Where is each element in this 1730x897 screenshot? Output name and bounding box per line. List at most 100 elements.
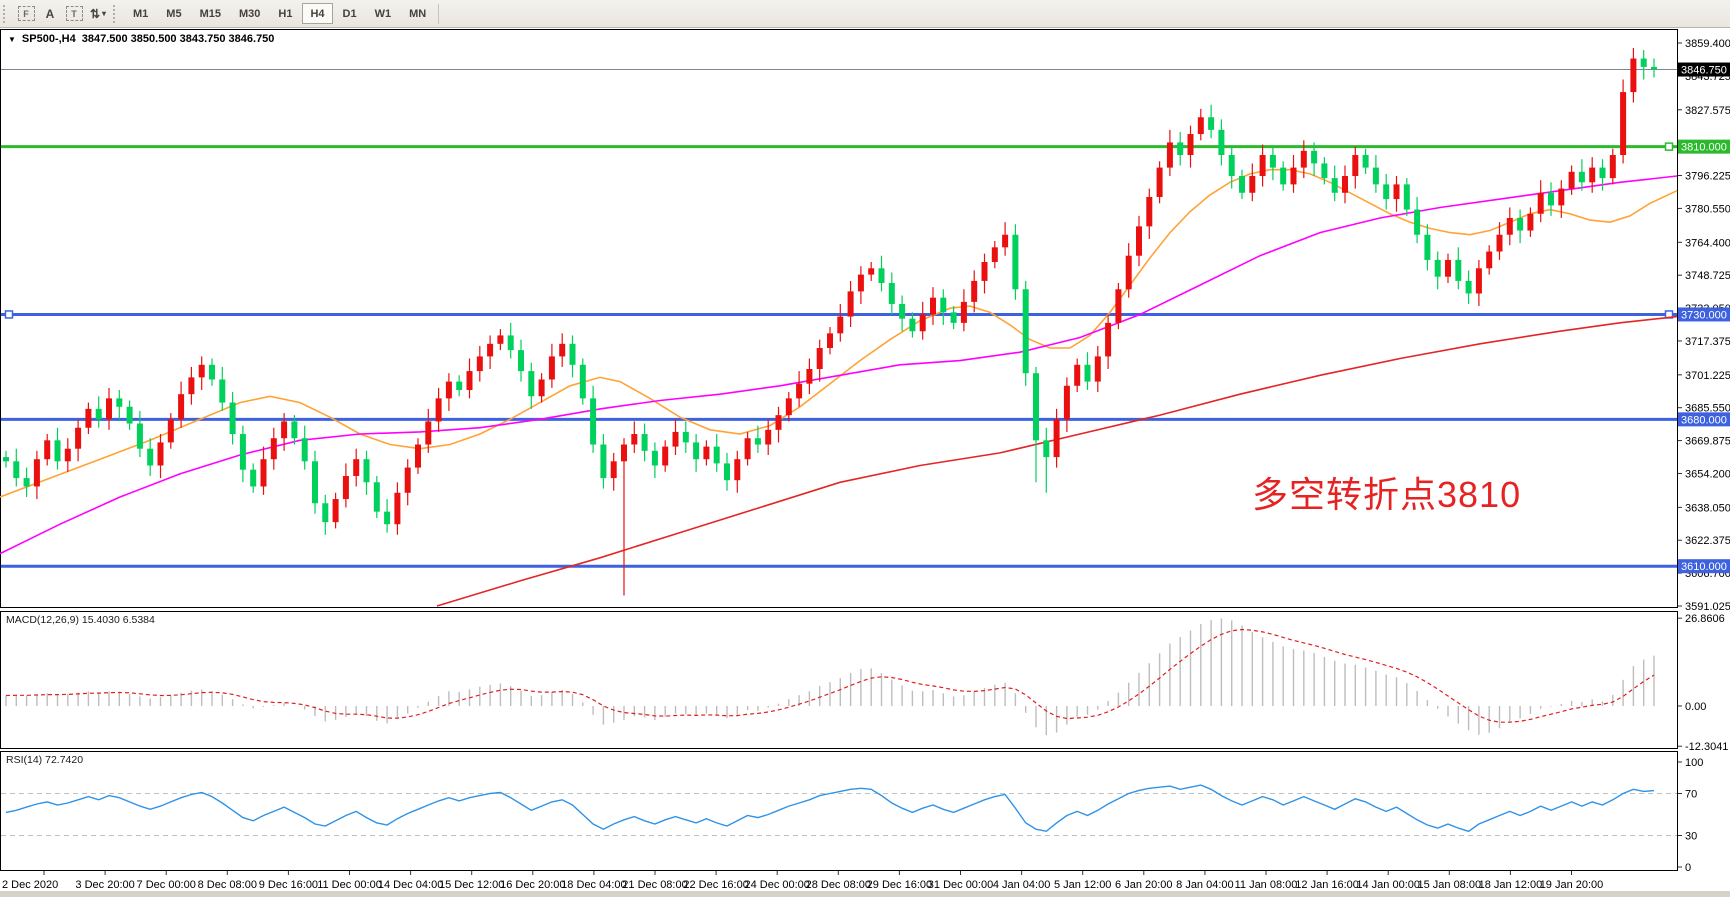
time-tick-label[interactable]: 24 Dec 00:00 <box>744 879 809 891</box>
price-tick-label: 3701.225 <box>1685 370 1730 382</box>
time-tick-label[interactable]: 4 Jan 04:00 <box>993 879 1051 891</box>
dropdown-caret-icon[interactable]: ▾ <box>102 9 107 18</box>
snap-grid-tool[interactable]: F <box>15 3 37 25</box>
time-tick-label[interactable]: 11 Jan 08:00 <box>1235 879 1298 891</box>
time-tick-label[interactable]: 14 Jan 00:00 <box>1356 879 1420 891</box>
price-tick-label: 3654.200 <box>1685 468 1730 480</box>
timeframe-button-h4[interactable]: H4 <box>302 3 333 24</box>
rsi-axis-label: 100 <box>1685 757 1703 769</box>
macd-pane[interactable] <box>0 611 1678 749</box>
toolbar: F A T ⇅ ▾ M1 M5 M15 M30 H1 H4 D1 W1 MN <box>0 0 1730 28</box>
price-axis-column <box>1678 28 1730 897</box>
rsi-indicator-label: RSI(14) 72.7420 <box>6 754 83 766</box>
timeframe-button-m1[interactable]: M1 <box>133 7 149 20</box>
rsi-axis-label: 70 <box>1685 789 1697 801</box>
text-box-tool[interactable]: T <box>63 3 85 25</box>
timeframe-button-m30[interactable]: M30 <box>238 7 261 20</box>
object-tools-group: F A T ⇅ ▾ <box>14 3 110 25</box>
time-tick-label[interactable]: 2 Dec 2020 <box>2 879 58 891</box>
time-tick-label[interactable]: 7 Dec 00:00 <box>137 879 196 891</box>
timeframe-button-m15[interactable]: M15 <box>199 7 221 20</box>
current-price-label: 3846.750 <box>1681 65 1727 77</box>
price-level-label: 3680.000 <box>1681 414 1727 426</box>
symbol-period-label: SP500-,H4 <box>21 33 76 45</box>
price-tick-label: 3591.025 <box>1685 601 1730 613</box>
toolbar-grip-icon[interactable] <box>113 4 120 23</box>
chart-title: ▼ SP500-,H4 3847.500 3850.500 3843.750 3… <box>8 33 274 45</box>
time-tick-label[interactable]: 18 Dec 04:00 <box>561 879 626 891</box>
price-tick-label: 3859.400 <box>1685 38 1730 50</box>
price-tick-label: 3796.225 <box>1685 171 1730 183</box>
rsi-pane[interactable] <box>0 751 1678 871</box>
time-tick-label[interactable]: 3 Dec 20:00 <box>75 879 134 891</box>
timeframe-button-m5[interactable]: M5 <box>166 7 182 20</box>
macd-values: 15.4030 6.5384 <box>81 614 155 626</box>
price-level-box-3810.000 <box>1678 139 1730 154</box>
time-tick-label[interactable]: 29 Dec 16:00 <box>867 879 932 891</box>
rsi-axis-label: 0 <box>1685 862 1691 874</box>
text-label-tool[interactable]: A <box>45 6 55 21</box>
price-level-box-3610.000 <box>1678 559 1730 574</box>
rsi-layer <box>1 784 1677 836</box>
time-tick-label[interactable]: 12 Jan 16:00 <box>1295 879 1359 891</box>
cycle-arrows-tool[interactable]: ⇅ ▾ <box>89 6 107 21</box>
time-tick-label[interactable]: 28 Dec 08:00 <box>806 879 871 891</box>
time-tick-label[interactable]: 8 Jan 04:00 <box>1176 879 1234 891</box>
timeframe-button-h1[interactable]: H1 <box>278 7 293 20</box>
macd-axis-label: -12.3041 <box>1685 741 1728 753</box>
time-tick-label[interactable]: 22 Dec 16:00 <box>683 879 748 891</box>
time-tick-label[interactable]: 18 Jan 12:00 <box>1479 879 1543 891</box>
time-tick-label[interactable]: 14 Dec 04:00 <box>378 879 443 891</box>
timeframe-button-d1[interactable]: D1 <box>342 7 357 20</box>
rsi-name: RSI(14) <box>6 754 43 766</box>
candles-layer <box>3 48 1657 596</box>
price-tick-label: 3780.550 <box>1685 203 1730 215</box>
hline-handle-right-3810.000[interactable] <box>1664 142 1674 151</box>
timeframe-button-w1[interactable]: W1 <box>374 7 392 20</box>
time-tick-label[interactable]: 8 Dec 08:00 <box>198 879 257 891</box>
timeframe-button-mn[interactable]: MN <box>409 7 427 20</box>
time-tick-label[interactable]: 16 Dec 20:00 <box>500 879 565 891</box>
chart-canvas[interactable]: 3859.4003843.7253827.5753796.2253780.550… <box>0 28 1730 897</box>
macd-axis-label: 0.00 <box>1685 701 1706 713</box>
macd-name: MACD(12,26,9) <box>6 614 79 626</box>
price-tick-label: 3748.725 <box>1685 270 1730 282</box>
time-axis: 2 Dec 2020 3 Dec 20:00 7 Dec 00:00 8 Dec 08… <box>2 871 1603 891</box>
current-price-box <box>1678 62 1730 77</box>
price-tick-label: 3685.550 <box>1685 403 1730 415</box>
time-tick-label[interactable]: 6 Jan 20:00 <box>1115 879 1173 891</box>
window-bottom-edge <box>0 891 1730 897</box>
time-tick-label[interactable]: 15 Dec 12:00 <box>439 879 504 891</box>
time-tick-label[interactable]: 15 Jan 08:00 <box>1417 879 1481 891</box>
time-tick-label[interactable]: 31 Dec 00:00 <box>928 879 993 891</box>
price-tick-label: 3827.575 <box>1685 105 1730 117</box>
macd-axis-label: 26.8606 <box>1685 613 1725 625</box>
price-level-label: 3610.000 <box>1681 561 1727 573</box>
price-level-box-3680.000 <box>1678 412 1730 427</box>
toolbar-grip-icon[interactable] <box>3 4 10 23</box>
hline-handle-left-3730.000[interactable] <box>4 310 14 319</box>
ohlc-values-label: 3847.500 3850.500 3843.750 3846.750 <box>81 33 275 45</box>
price-level-label: 3810.000 <box>1681 142 1727 154</box>
collapse-triangle-icon[interactable]: ▼ <box>8 34 16 44</box>
toolbar-separator <box>438 3 440 24</box>
price-tick-label: 3638.050 <box>1685 502 1730 514</box>
macd-layer <box>5 618 1655 736</box>
time-tick-label[interactable]: 19 Jan 20:00 <box>1540 879 1604 891</box>
text-annotation[interactable]: 多空转折点3810 <box>1252 474 1522 515</box>
time-tick-label[interactable]: 5 Jan 12:00 <box>1054 879 1112 891</box>
price-tick-label: 3622.375 <box>1685 535 1730 547</box>
price-level-label: 3730.000 <box>1681 309 1727 321</box>
price-tick-label: 3717.375 <box>1685 336 1730 348</box>
timeframe-buttons-group: M1 M5 M15 M30 H1 H4 D1 W1 MN <box>124 3 435 24</box>
rsi-axis-label: 30 <box>1685 831 1697 843</box>
rsi-value: 72.7420 <box>45 754 84 766</box>
horizontal-level-lines <box>1 142 1677 568</box>
price-tick-label: 3764.400 <box>1685 237 1730 249</box>
price-level-box-3730.000 <box>1678 307 1730 322</box>
time-tick-label[interactable]: 9 Dec 16:00 <box>259 879 318 891</box>
price-tick-label: 3669.875 <box>1685 436 1730 448</box>
time-tick-label[interactable]: 21 Dec 08:00 <box>622 879 687 891</box>
time-tick-label[interactable]: 11 Dec 00:00 <box>317 879 382 891</box>
